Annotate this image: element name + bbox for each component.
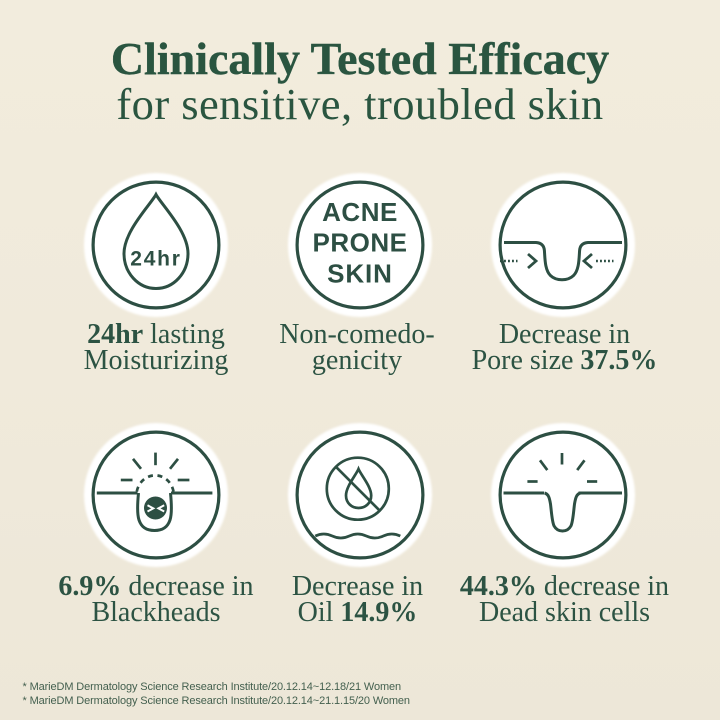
svg-text:SKIN: SKIN [327,258,393,288]
svg-text:24hr: 24hr [130,247,182,270]
svg-text:PRONE: PRONE [312,227,407,257]
svg-text:ACNE: ACNE [322,197,398,227]
